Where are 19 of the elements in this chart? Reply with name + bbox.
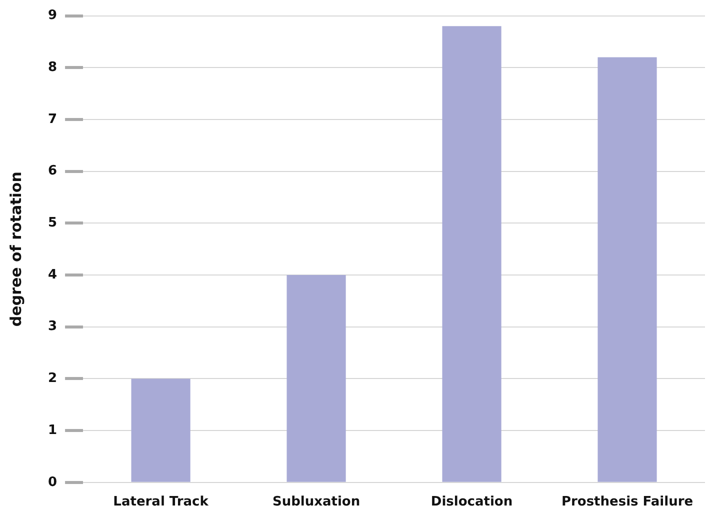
x-tick-label: Lateral Track (113, 494, 209, 510)
y-tick-label: 6 (48, 164, 58, 179)
y-tick-label: 1 (48, 422, 58, 438)
x-tick-label: Subluxation (272, 494, 360, 510)
y-tick-label: 3 (48, 319, 58, 334)
y-tick-label: 8 (48, 60, 58, 76)
x-tick-label: Dislocation (430, 494, 513, 510)
y-tick-label: 9 (48, 8, 58, 24)
y-tick-label: 0 (48, 474, 58, 490)
y-tick-label: 5 (48, 216, 58, 231)
x-tick-label: Prosthesis Failure (561, 494, 694, 510)
bar (598, 57, 657, 482)
y-tick-label: 2 (48, 371, 58, 386)
bar (286, 275, 346, 482)
bar (131, 378, 190, 482)
bar (442, 26, 502, 482)
y-tick-label: 4 (48, 267, 58, 282)
y-tick-label: 7 (48, 112, 58, 127)
y-axis-title: degree of rotation (6, 172, 25, 327)
